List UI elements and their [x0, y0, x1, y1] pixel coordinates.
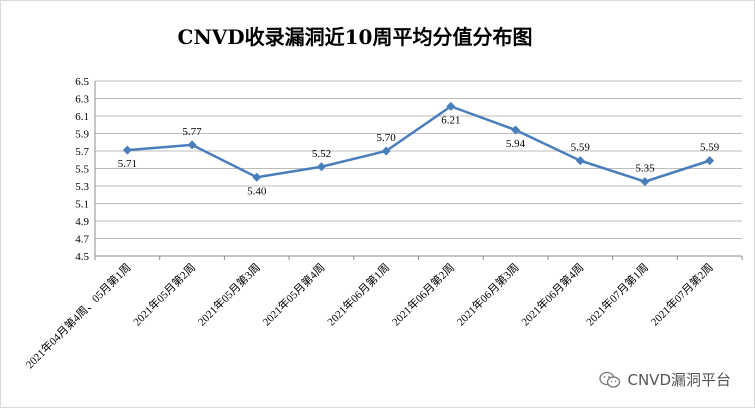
- series-line-path: [127, 105, 711, 183]
- y-tick-label: 5.7: [75, 146, 89, 158]
- data-point: [252, 172, 262, 182]
- data-point: [316, 162, 326, 172]
- watermark: CNVD漏洞平台: [599, 369, 731, 390]
- data-label: 5.70: [377, 132, 397, 144]
- y-tick-label: 5.5: [75, 164, 89, 176]
- data-point: [575, 156, 585, 166]
- gridlines: [95, 80, 742, 239]
- axes: [94, 81, 743, 260]
- y-tick-label: 6.5: [75, 76, 89, 88]
- data-label: 5.59: [700, 142, 720, 154]
- data-label: 5.52: [312, 148, 331, 160]
- data-label: 5.71: [118, 158, 137, 170]
- data-label: 6.21: [441, 114, 460, 126]
- y-tick-label: 5.3: [75, 181, 89, 193]
- y-tick-label: 6.3: [75, 94, 89, 106]
- data-point: [122, 145, 132, 155]
- y-tick-label: 4.7: [75, 234, 89, 246]
- data-point: [446, 101, 456, 111]
- series-line: [122, 101, 715, 187]
- data-point: [187, 140, 197, 150]
- y-tick-label: 4.9: [75, 216, 89, 228]
- y-tick-labels: 4.5 4.7 4.9 5.1 5.3 5.5 5.7 5.9 6.1 6.3 6.5: [75, 76, 89, 263]
- data-point: [511, 125, 521, 135]
- wechat-icon: [599, 371, 621, 388]
- watermark-text: CNVD漏洞平台: [627, 371, 731, 389]
- data-point: [381, 146, 391, 156]
- data-point: [640, 177, 650, 187]
- y-tick-label: 5.9: [75, 129, 89, 141]
- data-labels: 5.71 5.77 5.40 5.52 5.70 6.21 5.94 5.59 5.35 5.59: [118, 114, 720, 197]
- data-label: 5.59: [571, 142, 591, 154]
- data-point: [705, 156, 715, 166]
- data-label: 5.35: [635, 163, 655, 175]
- chart-title: CNVD收录漏洞近10周平均分值分布图: [178, 25, 533, 49]
- y-tick-label: 4.5: [75, 251, 89, 263]
- data-label: 5.40: [247, 185, 267, 197]
- data-label: 5.94: [506, 138, 526, 150]
- y-tick-label: 6.1: [75, 111, 89, 123]
- y-tick-label: 5.1: [75, 199, 89, 211]
- data-label: 5.77: [182, 126, 202, 138]
